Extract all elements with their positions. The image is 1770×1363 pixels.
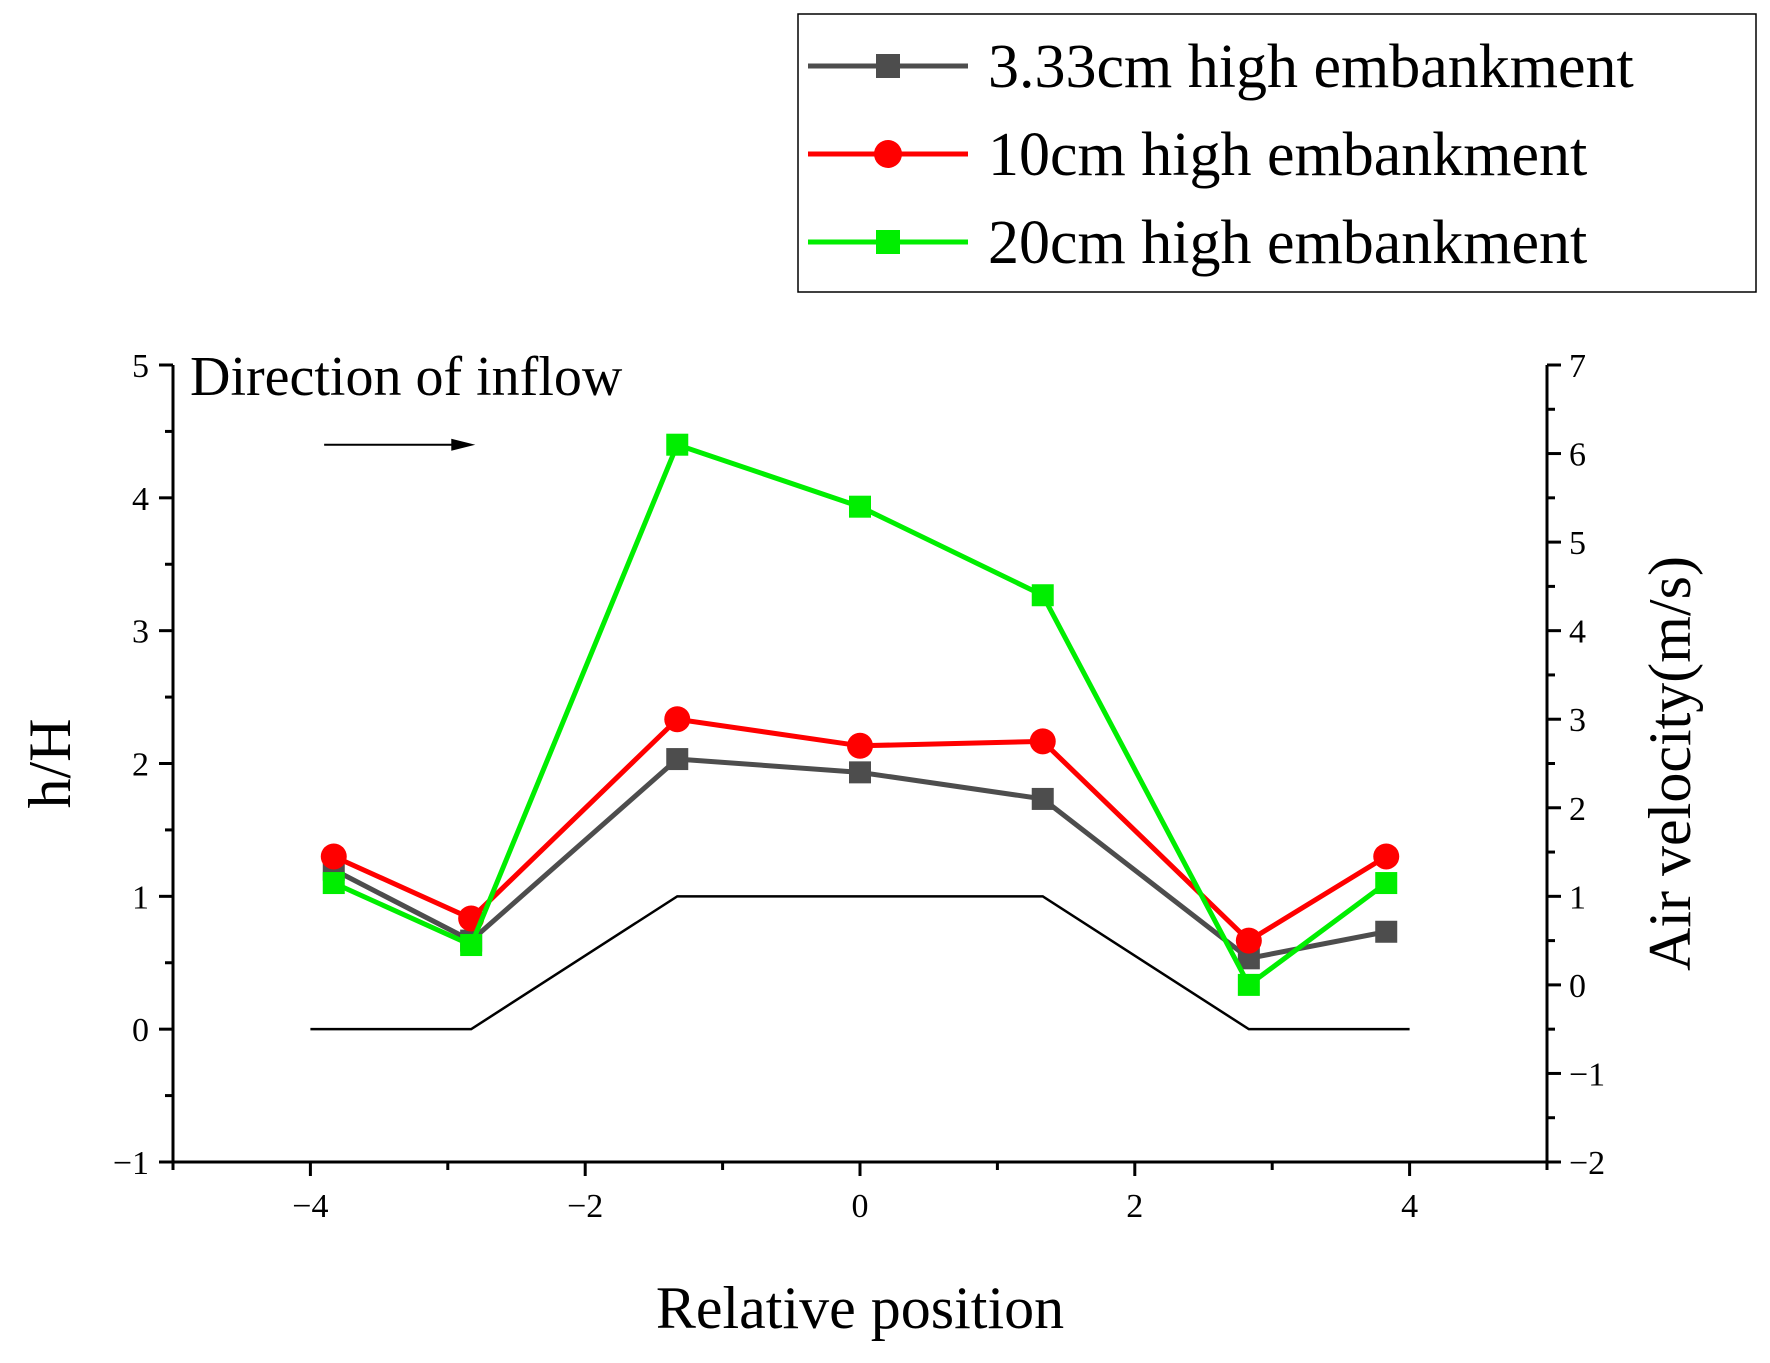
x-tick-label: −2: [567, 1188, 603, 1225]
series-line: [332, 441, 1388, 989]
series-3: [322, 433, 1398, 996]
series-group: [320, 433, 1400, 996]
data-point: [847, 732, 873, 759]
data-point: [1031, 787, 1054, 810]
legend-entry: 20cm high embankment: [808, 209, 1587, 277]
y2-tick-label: 7: [1569, 348, 1586, 385]
data-point: [849, 495, 871, 518]
data-point: [1373, 843, 1400, 870]
y2-tick-label: −1: [1569, 1056, 1605, 1093]
y-tick-label: 5: [132, 348, 149, 385]
y-tick-label: 4: [132, 481, 149, 518]
data-point: [1237, 947, 1260, 970]
y2-tick-label: 3: [1569, 702, 1586, 739]
y-tick-label: −1: [113, 1145, 149, 1182]
legend-entry: 10cm high embankment: [808, 121, 1587, 189]
data-point: [1237, 973, 1260, 996]
series-line: [332, 756, 1387, 961]
y2-tick-label: 2: [1569, 791, 1586, 828]
series-2: [320, 706, 1400, 954]
y-axis-title: h/H: [17, 719, 83, 809]
y2-tick-label: 4: [1569, 614, 1586, 651]
data-point: [1031, 584, 1054, 607]
embankment-profile-line: [310, 895, 1410, 1031]
y2-tick-label: 0: [1569, 968, 1586, 1005]
series-1: [322, 748, 1398, 970]
data-point: [320, 843, 347, 870]
x-tick-label: −4: [292, 1188, 328, 1225]
legend-label: 20cm high embankment: [988, 209, 1587, 277]
data-point: [1029, 728, 1056, 755]
y2-axis-title: Air velocity(m/s): [1637, 556, 1703, 971]
y-tick-label: 0: [132, 1012, 149, 1049]
inflow-arrowhead: [451, 438, 476, 451]
annotation-text: Direction of inflow: [190, 346, 623, 408]
legend-marker: [874, 140, 902, 168]
inflow-annotation: Direction of inflow: [190, 346, 623, 451]
data-point: [1235, 927, 1262, 954]
y2-tick-label: −2: [1569, 1145, 1605, 1182]
data-point: [1375, 920, 1398, 943]
y2-tick-label: 6: [1569, 437, 1586, 474]
data-point: [664, 706, 691, 733]
embankment-profile: [310, 895, 1410, 1031]
legend-marker: [876, 230, 900, 254]
data-point: [666, 433, 689, 456]
data-point: [666, 748, 689, 771]
data-point: [1375, 872, 1398, 895]
x-axis-title: Relative position: [656, 1275, 1064, 1341]
legend-marker: [876, 54, 900, 78]
data-point: [460, 934, 483, 957]
y-tick-label: 3: [132, 614, 149, 651]
y-tick-label: 1: [132, 879, 149, 916]
x-tick-label: 0: [852, 1188, 869, 1225]
legend-entry: 3.33cm high embankment: [808, 33, 1634, 101]
legend-label: 10cm high embankment: [988, 121, 1587, 189]
x-tick-label: 2: [1126, 1188, 1143, 1225]
y2-tick-label: 5: [1569, 525, 1586, 562]
legend: 3.33cm high embankment 10cm high embankme…: [797, 13, 1757, 293]
data-point: [849, 761, 871, 784]
axes: −4 −2 0 2 4 −1 0 1 2 3 4 5 −2 −1 0 1 2 3 4 5 6 7: [113, 348, 1605, 1225]
x-tick-label: 4: [1401, 1188, 1418, 1225]
y2-tick-label: 1: [1569, 879, 1586, 916]
legend-label: 3.33cm high embankment: [988, 33, 1634, 101]
data-point: [322, 872, 345, 895]
y-tick-label: 2: [132, 747, 149, 784]
